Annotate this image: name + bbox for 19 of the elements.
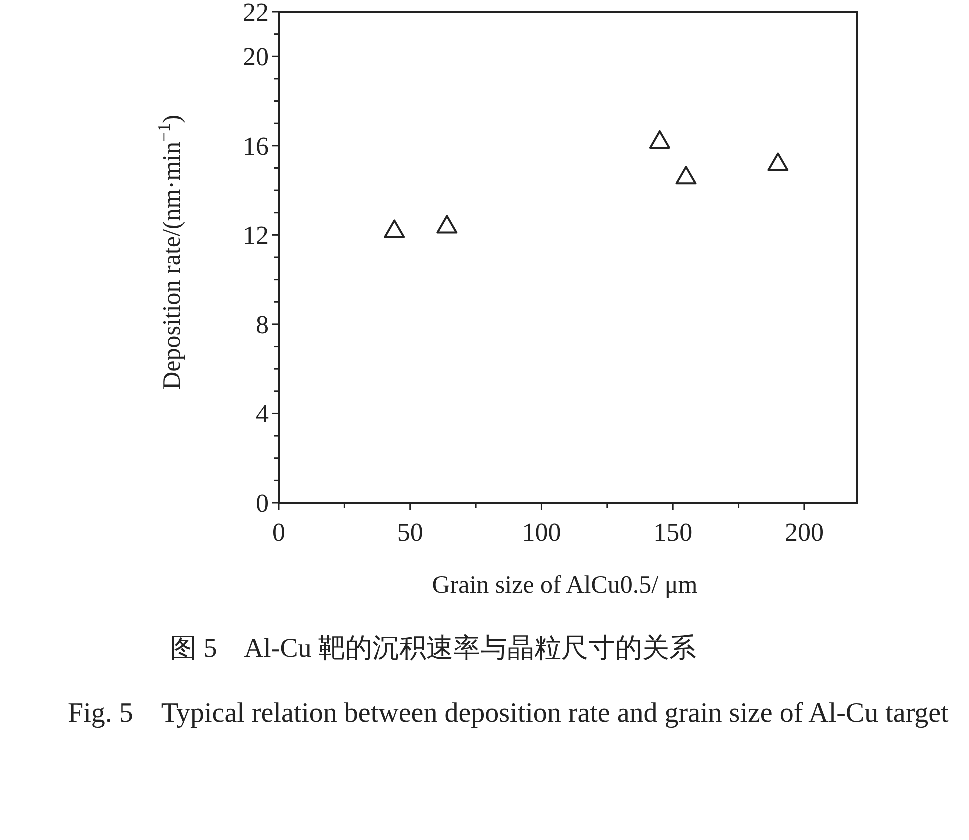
point [384, 220, 406, 238]
caption: Fig. 5 Typical relation between deposition rate and grain size of Al-Cu target [68, 697, 950, 731]
y-tick-label: 20 [243, 42, 269, 72]
y-tick-label: 16 [243, 132, 269, 161]
x-tick-label: 200 [784, 518, 824, 547]
caption: 图 5 Al-Cu 靶的沉积速率与晶粒尺寸的关系 [170, 632, 696, 665]
x-tick-label: 100 [522, 518, 562, 547]
point [436, 215, 458, 234]
x-axis-title: Grain size of AlCu0.5/ μm [432, 572, 698, 599]
point [649, 130, 670, 149]
y-tick-label: 0 [256, 489, 269, 518]
point [768, 152, 789, 172]
y-tick-label: 8 [256, 310, 269, 340]
y-tick-label: 22 [243, 0, 269, 27]
x-tick-label: 150 [654, 518, 693, 547]
y-tick-label: 4 [256, 400, 269, 429]
x-tick-label: 50 [397, 518, 424, 547]
point [676, 166, 697, 185]
y-tick-label: 12 [243, 221, 269, 250]
